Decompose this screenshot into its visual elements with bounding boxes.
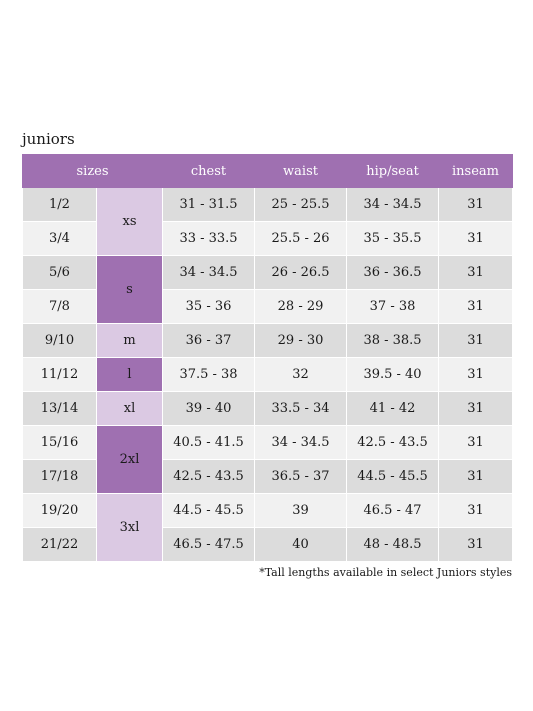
table-row: 1/2 xs 31 - 31.5 25 - 25.5 34 - 34.5 31	[22, 187, 514, 256]
header-hip-seat: hip/seat	[346, 154, 440, 188]
inseam-cell: 31	[438, 221, 514, 256]
size-cell: 9/10	[22, 323, 97, 358]
hip-cell: 42.5 - 43.5	[346, 425, 440, 460]
waist-cell: 28 - 29	[254, 289, 348, 324]
waist-cell: 33.5 - 34	[254, 391, 348, 426]
hip-cell: 38 - 38.5	[346, 323, 440, 358]
table-row: 17/18 42.5 - 43.5 36.5 - 37 44.5 - 45.5 …	[22, 459, 514, 494]
size-code-xs: xs	[95, 187, 164, 256]
waist-cell: 40	[254, 527, 348, 562]
inseam-cell: 31	[438, 493, 514, 528]
table-row: 9/10 m 36 - 37 29 - 30 38 - 38.5 31	[22, 323, 514, 358]
page-title: juniors	[22, 130, 75, 148]
header-inseam: inseam	[438, 154, 514, 188]
hip-cell: 36 - 36.5	[346, 255, 440, 290]
inseam-cell: 31	[438, 323, 514, 358]
header-sizes: sizes	[21, 154, 164, 188]
chest-cell: 40.5 - 41.5	[162, 425, 256, 460]
waist-cell: 32	[254, 357, 348, 392]
size-cell: 19/20	[22, 493, 97, 528]
size-cell: 21/22	[22, 527, 97, 562]
header-row: sizes chest waist hip/seat inseam	[21, 154, 514, 188]
table-row: 5/6 s 34 - 34.5 26 - 26.5 36 - 36.5 31	[22, 255, 514, 324]
table-row: 7/8 35 - 36 28 - 29 37 - 38 31	[22, 289, 514, 324]
inseam-cell: 31	[438, 255, 514, 290]
table-row: 19/20 3xl 44.5 - 45.5 39 46.5 - 47 31	[22, 493, 514, 562]
waist-cell: 34 - 34.5	[254, 425, 348, 460]
table-row: 21/22 46.5 - 47.5 40 48 - 48.5 31	[22, 527, 514, 562]
table-row: 13/14 xl 39 - 40 33.5 - 34 41 - 42 31	[22, 391, 514, 426]
size-code-m: m	[95, 323, 164, 358]
hip-cell: 46.5 - 47	[346, 493, 440, 528]
inseam-cell: 31	[438, 289, 514, 324]
header-waist: waist	[254, 154, 348, 188]
waist-cell: 25 - 25.5	[254, 187, 348, 222]
chest-cell: 35 - 36	[162, 289, 256, 324]
size-code-s: s	[95, 255, 164, 324]
footnote: *Tall lengths available in select Junior…	[259, 566, 512, 579]
size-cell: 5/6	[22, 255, 97, 290]
size-cell: 15/16	[22, 425, 97, 460]
size-code-2xl: 2xl	[95, 425, 164, 494]
table-row: 15/16 2xl 40.5 - 41.5 34 - 34.5 42.5 - 4…	[22, 425, 514, 494]
inseam-cell: 31	[438, 357, 514, 392]
inseam-cell: 31	[438, 391, 514, 426]
size-cell: 11/12	[22, 357, 97, 392]
inseam-cell: 31	[438, 459, 514, 494]
hip-cell: 48 - 48.5	[346, 527, 440, 562]
waist-cell: 26 - 26.5	[254, 255, 348, 290]
hip-cell: 44.5 - 45.5	[346, 459, 440, 494]
size-cell: 1/2	[22, 187, 97, 222]
waist-cell: 25.5 - 26	[254, 221, 348, 256]
inseam-cell: 31	[438, 187, 514, 222]
inseam-cell: 31	[438, 425, 514, 460]
hip-cell: 34 - 34.5	[346, 187, 440, 222]
chest-cell: 31 - 31.5	[162, 187, 256, 222]
hip-cell: 35 - 35.5	[346, 221, 440, 256]
chest-cell: 39 - 40	[162, 391, 256, 426]
size-cell: 13/14	[22, 391, 97, 426]
chest-cell: 42.5 - 43.5	[162, 459, 256, 494]
waist-cell: 39	[254, 493, 348, 528]
size-cell: 7/8	[22, 289, 97, 324]
chest-cell: 44.5 - 45.5	[162, 493, 256, 528]
size-cell: 17/18	[22, 459, 97, 494]
table-row: 3/4 33 - 33.5 25.5 - 26 35 - 35.5 31	[22, 221, 514, 256]
hip-cell: 37 - 38	[346, 289, 440, 324]
chest-cell: 37.5 - 38	[162, 357, 256, 392]
table-row: 11/12 l 37.5 - 38 32 39.5 - 40 31	[22, 357, 514, 392]
size-code-3xl: 3xl	[95, 493, 164, 562]
chest-cell: 36 - 37	[162, 323, 256, 358]
size-chart-table: sizes chest waist hip/seat inseam 1/2 xs…	[21, 154, 514, 562]
chest-cell: 46.5 - 47.5	[162, 527, 256, 562]
waist-cell: 29 - 30	[254, 323, 348, 358]
chest-cell: 34 - 34.5	[162, 255, 256, 290]
chest-cell: 33 - 33.5	[162, 221, 256, 256]
inseam-cell: 31	[438, 527, 514, 562]
waist-cell: 36.5 - 37	[254, 459, 348, 494]
size-cell: 3/4	[22, 221, 97, 256]
size-code-l: l	[95, 357, 164, 392]
hip-cell: 41 - 42	[346, 391, 440, 426]
size-code-xl: xl	[95, 391, 164, 426]
hip-cell: 39.5 - 40	[346, 357, 440, 392]
header-chest: chest	[162, 154, 256, 188]
